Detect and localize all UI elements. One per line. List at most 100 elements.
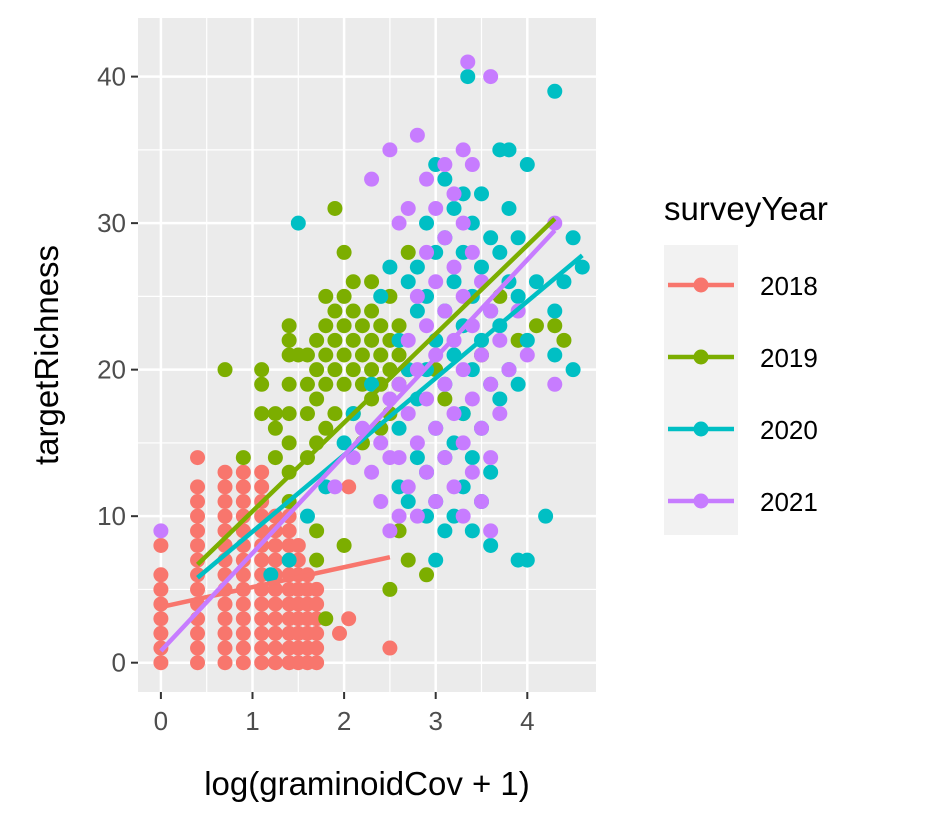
legend-key-point-2021 bbox=[693, 493, 709, 509]
data-point-2018 bbox=[309, 581, 325, 597]
data-point-2018 bbox=[190, 640, 206, 656]
data-point-2020 bbox=[501, 200, 517, 216]
data-point-2020 bbox=[538, 508, 554, 524]
data-point-2021 bbox=[483, 69, 499, 85]
legend: 2018 2019 2020 2021 bbox=[668, 271, 818, 517]
data-point-2018 bbox=[190, 523, 206, 539]
data-point-2020 bbox=[510, 230, 526, 246]
data-point-2019 bbox=[391, 347, 407, 363]
data-point-2019 bbox=[382, 581, 398, 597]
x-tick-label: 0 bbox=[154, 706, 168, 736]
legend-label-2021: 2021 bbox=[760, 487, 818, 517]
data-point-2021 bbox=[419, 244, 435, 260]
legend-title: surveyYear bbox=[664, 190, 828, 227]
data-point-2019 bbox=[345, 274, 361, 290]
fit-line-2020 bbox=[196, 253, 584, 580]
data-point-2021 bbox=[460, 54, 476, 70]
data-point-2020 bbox=[556, 274, 572, 290]
data-point-2019 bbox=[336, 347, 352, 363]
data-point-2021 bbox=[419, 464, 435, 480]
data-point-2018 bbox=[190, 494, 206, 510]
data-point-2019 bbox=[345, 362, 361, 378]
data-point-2020 bbox=[483, 537, 499, 553]
data-point-2020 bbox=[446, 200, 462, 216]
data-point-2018 bbox=[153, 537, 169, 553]
data-point-2021 bbox=[391, 376, 407, 392]
data-point-2018 bbox=[254, 640, 270, 656]
data-point-2018 bbox=[254, 611, 270, 627]
y-tick-label: 30 bbox=[97, 208, 126, 238]
data-point-2019 bbox=[267, 450, 283, 466]
data-point-2021 bbox=[547, 376, 563, 392]
data-point-2020 bbox=[382, 259, 398, 275]
data-point-2018 bbox=[153, 611, 169, 627]
data-point-2019 bbox=[318, 376, 334, 392]
data-point-2019 bbox=[254, 362, 270, 378]
data-point-2021 bbox=[437, 450, 453, 466]
data-point-2018 bbox=[235, 655, 251, 671]
fit-line-2018 bbox=[160, 555, 391, 610]
data-point-2018 bbox=[235, 611, 251, 627]
data-point-2019 bbox=[336, 244, 352, 260]
data-point-2019 bbox=[309, 552, 325, 568]
data-point-2019 bbox=[327, 332, 343, 348]
data-point-2020 bbox=[519, 552, 535, 568]
data-point-2018 bbox=[235, 494, 251, 510]
data-point-2020 bbox=[263, 567, 279, 583]
data-point-2021 bbox=[501, 362, 517, 378]
data-point-2019 bbox=[318, 420, 334, 436]
data-point-2021 bbox=[428, 494, 444, 510]
data-point-2019 bbox=[281, 332, 297, 348]
data-point-2019 bbox=[327, 200, 343, 216]
data-point-2018 bbox=[290, 537, 306, 553]
data-point-2019 bbox=[373, 318, 389, 334]
data-point-2021 bbox=[391, 508, 407, 524]
data-point-2020 bbox=[464, 450, 480, 466]
data-point-2019 bbox=[556, 332, 572, 348]
data-point-2021 bbox=[446, 406, 462, 422]
data-point-2018 bbox=[267, 537, 283, 553]
data-point-2018 bbox=[235, 640, 251, 656]
data-point-2019 bbox=[336, 376, 352, 392]
data-point-2021 bbox=[446, 479, 462, 495]
data-point-2021 bbox=[419, 391, 435, 407]
x-axis-title: log(graminoidCov + 1) bbox=[204, 765, 530, 802]
data-point-2018 bbox=[153, 581, 169, 597]
data-point-2020 bbox=[519, 332, 535, 348]
data-point-2021 bbox=[492, 332, 508, 348]
data-point-2018 bbox=[254, 464, 270, 480]
data-point-2021 bbox=[483, 450, 499, 466]
fit-lines-layer bbox=[159, 217, 584, 653]
data-point-2021 bbox=[437, 303, 453, 319]
data-point-2018 bbox=[254, 625, 270, 641]
data-point-2021 bbox=[382, 523, 398, 539]
data-point-2020 bbox=[419, 215, 435, 231]
data-point-2019 bbox=[267, 406, 283, 422]
data-point-2020 bbox=[464, 523, 480, 539]
data-point-2021 bbox=[483, 523, 499, 539]
data-point-2019 bbox=[318, 318, 334, 334]
data-point-2018 bbox=[267, 640, 283, 656]
data-point-2021 bbox=[455, 215, 471, 231]
data-point-2019 bbox=[267, 420, 283, 436]
data-point-2018 bbox=[267, 625, 283, 641]
data-point-2019 bbox=[400, 552, 416, 568]
data-point-2021 bbox=[391, 450, 407, 466]
data-point-2018 bbox=[217, 596, 233, 612]
data-point-2018 bbox=[332, 625, 348, 641]
data-point-2020 bbox=[565, 362, 581, 378]
data-point-2018 bbox=[341, 611, 357, 627]
data-point-2021 bbox=[400, 406, 416, 422]
data-point-2021 bbox=[409, 127, 425, 143]
data-point-2019 bbox=[281, 376, 297, 392]
data-point-2021 bbox=[455, 142, 471, 158]
data-point-2018 bbox=[235, 508, 251, 524]
data-point-2020 bbox=[483, 464, 499, 480]
data-point-2020 bbox=[492, 244, 508, 260]
data-point-2018 bbox=[235, 567, 251, 583]
data-point-2019 bbox=[336, 318, 352, 334]
data-point-2021 bbox=[327, 479, 343, 495]
data-point-2018 bbox=[153, 567, 169, 583]
data-point-2018 bbox=[309, 596, 325, 612]
data-point-2018 bbox=[267, 596, 283, 612]
